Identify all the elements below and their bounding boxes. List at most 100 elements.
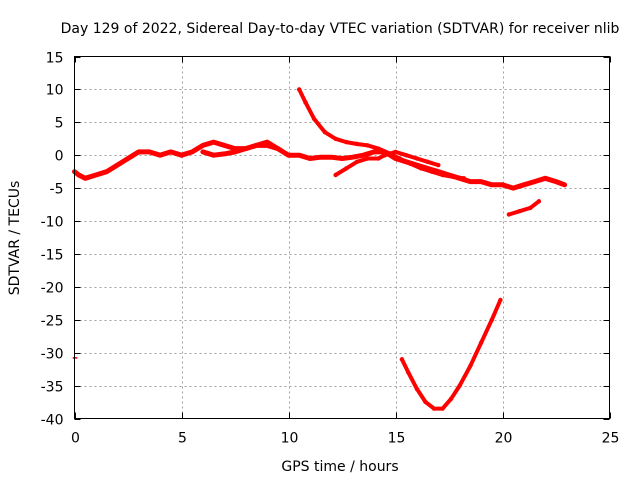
data-point bbox=[72, 357, 75, 359]
data-point bbox=[275, 146, 280, 151]
data-point bbox=[190, 149, 195, 155]
data-point bbox=[511, 185, 516, 191]
data-point bbox=[532, 179, 537, 184]
data-point bbox=[232, 149, 238, 155]
y-tick-label: -10 bbox=[41, 215, 64, 231]
y-tick-label: 10 bbox=[46, 83, 64, 99]
data-point bbox=[307, 156, 313, 161]
data-point bbox=[93, 172, 99, 178]
data-point bbox=[75, 357, 78, 359]
data-point bbox=[329, 155, 334, 160]
data-point bbox=[361, 153, 366, 158]
data-point bbox=[431, 406, 437, 411]
data-point bbox=[322, 130, 328, 135]
x-tick-label: 10 bbox=[281, 431, 299, 447]
x-tick-label: 15 bbox=[388, 431, 406, 447]
y-tick-label: -40 bbox=[41, 413, 64, 429]
data-point bbox=[339, 156, 345, 161]
data-point bbox=[543, 176, 548, 181]
data-point bbox=[179, 153, 184, 158]
data-point bbox=[436, 162, 441, 168]
y-tick-label: -25 bbox=[41, 314, 64, 330]
data-point bbox=[414, 386, 420, 392]
y-tick-label: -30 bbox=[41, 347, 64, 363]
data-point bbox=[125, 156, 131, 161]
data-point bbox=[423, 399, 428, 405]
data-point bbox=[489, 317, 494, 322]
data-point bbox=[104, 169, 109, 174]
data-point bbox=[468, 363, 473, 368]
data-point bbox=[489, 182, 494, 187]
data-point bbox=[365, 156, 370, 161]
data-point bbox=[365, 143, 370, 148]
data-point bbox=[371, 149, 377, 155]
data-point bbox=[136, 149, 141, 155]
y-tick-label: -15 bbox=[41, 248, 64, 264]
data-point bbox=[468, 179, 473, 184]
data-point bbox=[448, 396, 454, 401]
y-tick-label: -5 bbox=[50, 182, 64, 198]
data-point bbox=[200, 149, 206, 155]
y-tick-label: 5 bbox=[55, 116, 64, 132]
data-point bbox=[297, 153, 302, 158]
data-point bbox=[76, 172, 82, 178]
plot-series bbox=[72, 87, 568, 411]
data-point bbox=[83, 176, 88, 181]
data-point bbox=[376, 156, 381, 161]
data-point bbox=[408, 161, 413, 166]
data-point bbox=[303, 100, 308, 105]
data-point bbox=[264, 143, 270, 148]
data-point bbox=[440, 406, 445, 411]
data-point bbox=[478, 179, 484, 184]
data-point bbox=[382, 153, 387, 158]
data-point bbox=[354, 159, 360, 164]
data-point bbox=[376, 146, 381, 151]
grid bbox=[74, 56, 610, 419]
data-point bbox=[147, 149, 152, 155]
data-point bbox=[115, 162, 120, 168]
data-point bbox=[451, 174, 456, 180]
x-axis-label: GPS time / hours bbox=[281, 459, 398, 475]
y-tick-label: -35 bbox=[41, 380, 64, 396]
chart-title: Day 129 of 2022, Sidereal Day-to-day VTE… bbox=[61, 21, 620, 37]
data-point bbox=[333, 136, 338, 141]
data-point bbox=[393, 149, 398, 155]
data-point bbox=[404, 153, 409, 158]
data-point bbox=[536, 199, 542, 204]
y-tick-label: -20 bbox=[41, 281, 64, 297]
data-point bbox=[425, 159, 430, 164]
data-point bbox=[254, 143, 259, 148]
data-point bbox=[521, 182, 527, 187]
data-point bbox=[222, 143, 227, 148]
series-arc-lowright bbox=[506, 199, 541, 217]
data-point bbox=[517, 209, 522, 214]
y-tick-label: 15 bbox=[46, 51, 64, 67]
y-axis-label: SDTVAR / TECUs bbox=[7, 181, 23, 296]
data-point bbox=[562, 182, 567, 187]
data-point bbox=[500, 182, 505, 187]
data-point bbox=[222, 151, 227, 157]
data-point bbox=[354, 141, 360, 147]
data-point bbox=[350, 155, 355, 160]
data-point bbox=[457, 383, 462, 388]
data-point bbox=[414, 156, 420, 161]
data-point bbox=[528, 205, 533, 211]
series-arc-main bbox=[72, 139, 568, 191]
data-point bbox=[333, 172, 338, 178]
data-point bbox=[286, 153, 291, 158]
data-point bbox=[344, 139, 349, 145]
plot-frame bbox=[74, 56, 610, 419]
data-point bbox=[200, 143, 206, 148]
data-point bbox=[243, 146, 248, 151]
data-point bbox=[406, 370, 411, 375]
data-point bbox=[211, 153, 216, 158]
data-point bbox=[553, 179, 559, 184]
x-tick-label: 5 bbox=[178, 431, 187, 447]
data-point bbox=[419, 166, 424, 171]
data-point bbox=[168, 149, 173, 155]
data-point bbox=[399, 357, 405, 362]
data-point bbox=[478, 340, 484, 345]
data-point bbox=[397, 156, 402, 161]
data-point bbox=[318, 155, 323, 160]
